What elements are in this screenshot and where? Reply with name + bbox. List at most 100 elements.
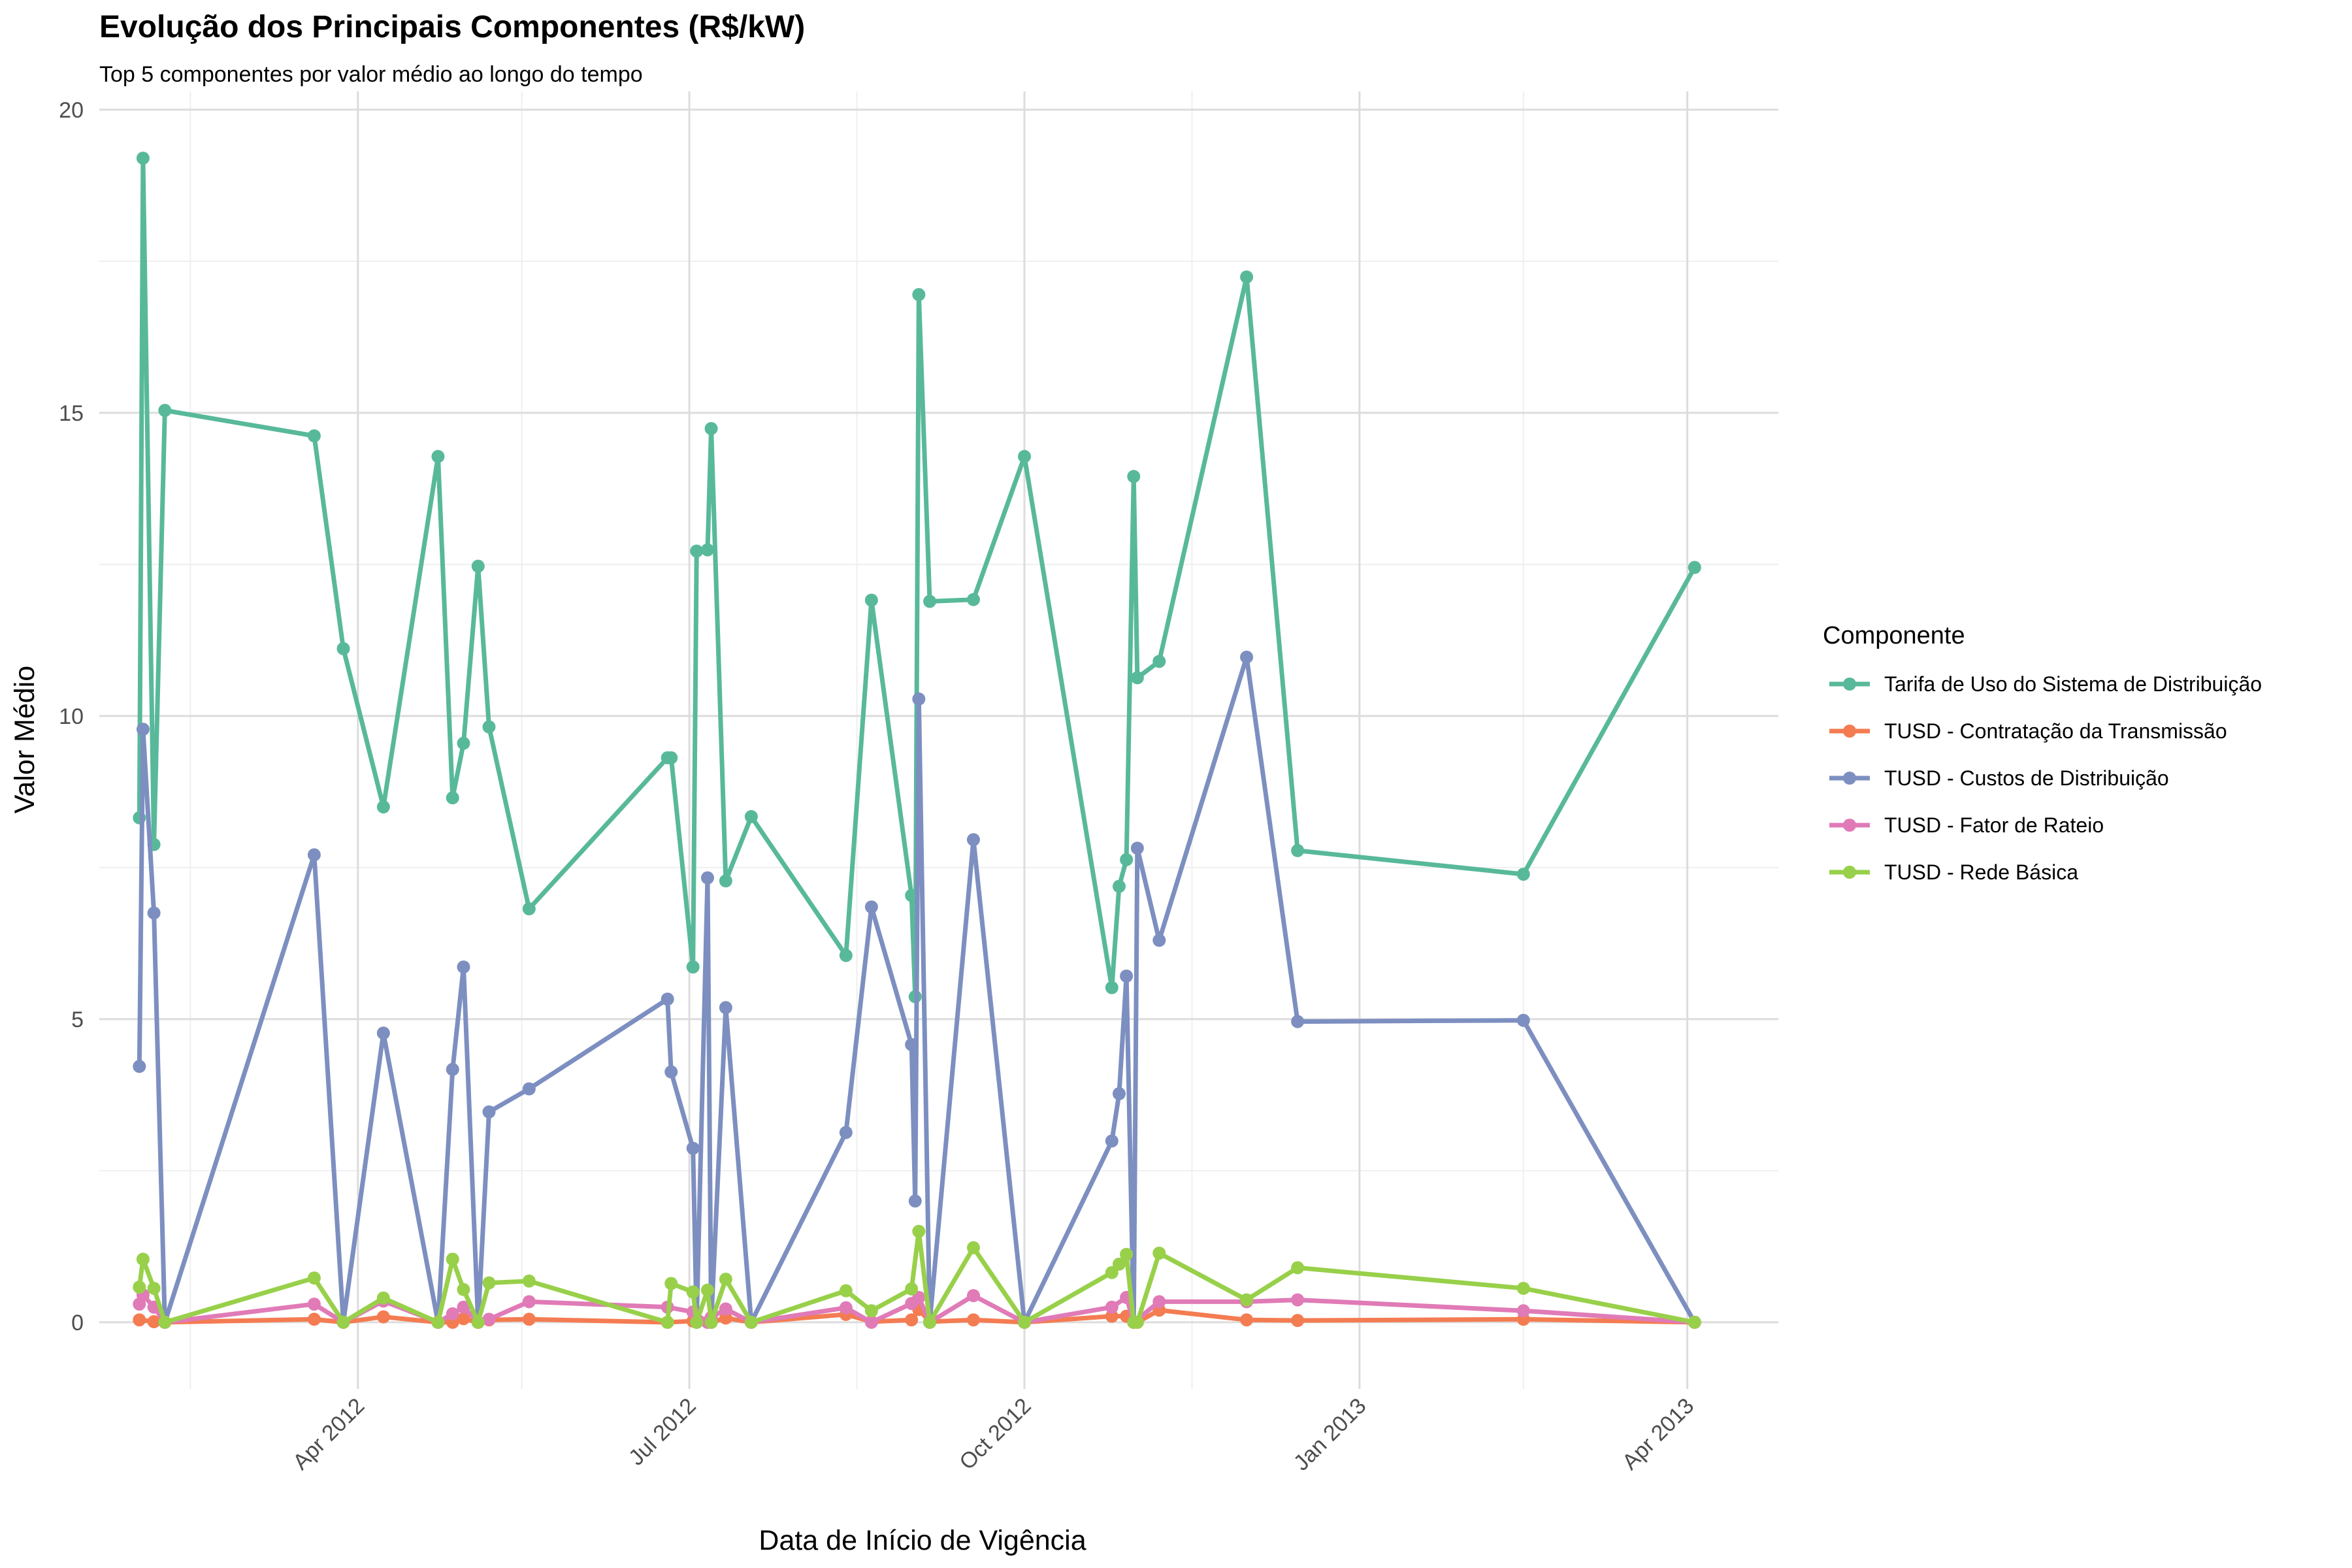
data-point — [1688, 561, 1701, 574]
x-tick-label: Jan 2013 — [1289, 1394, 1371, 1476]
data-point — [839, 1284, 853, 1298]
data-point — [1105, 1309, 1119, 1323]
data-point — [966, 593, 980, 606]
data-point — [158, 1315, 172, 1329]
data-point — [147, 1315, 161, 1328]
data-point — [686, 1285, 700, 1299]
data-point — [1112, 1087, 1126, 1101]
data-point — [307, 1313, 321, 1326]
y-tick-label: 15 — [59, 401, 84, 426]
data-point — [1516, 1281, 1530, 1295]
data-point — [661, 1315, 674, 1329]
data-point — [744, 809, 758, 823]
x-tick-label: Apr 2013 — [1618, 1394, 1699, 1475]
data-point — [1112, 1257, 1126, 1271]
axis-layer: 0 5 10 15 20 Apr 2012 Jul 2012 Oct 2012 Jan 2013… — [59, 98, 1699, 1476]
legend-item: TUSD - Contratação da Transmissão — [1829, 719, 2227, 743]
series-layer — [133, 152, 1701, 1329]
data-point — [719, 874, 732, 888]
data-point — [147, 906, 161, 920]
legend-label: TUSD - Rede Básica — [1884, 860, 2078, 884]
data-point — [864, 1304, 878, 1318]
data-point — [912, 1224, 926, 1238]
x-tick-label: Apr 2012 — [288, 1394, 369, 1475]
legend-label: TUSD - Custos de Distribuição — [1884, 766, 2169, 790]
y-tick-label: 20 — [59, 98, 84, 123]
data-point — [1105, 981, 1119, 994]
data-point — [336, 642, 350, 655]
data-point — [1240, 650, 1254, 664]
x-tick-label: Jul 2012 — [624, 1394, 701, 1471]
data-point — [446, 1307, 459, 1320]
chart-title: Evolução dos Principais Componentes (R$/… — [99, 10, 806, 44]
data-point — [700, 543, 714, 557]
data-point — [482, 1276, 496, 1290]
data-point — [522, 1295, 536, 1309]
data-point — [457, 1282, 470, 1296]
data-point — [661, 992, 674, 1006]
data-point — [1516, 868, 1530, 881]
x-axis-title: Data de Início de Vigência — [759, 1525, 1086, 1556]
data-point — [864, 900, 878, 914]
legend-item: TUSD - Fator de Rateio — [1829, 813, 2104, 837]
data-point — [376, 1291, 390, 1305]
data-point — [1018, 1315, 1032, 1329]
data-point — [522, 1082, 536, 1096]
data-point — [446, 1062, 459, 1076]
data-point — [1516, 1013, 1530, 1027]
data-point — [839, 1126, 853, 1139]
data-point — [1152, 934, 1166, 947]
data-point — [1130, 671, 1144, 685]
data-point — [719, 1311, 732, 1325]
data-point — [1120, 970, 1134, 983]
data-point — [690, 1315, 704, 1329]
data-point — [1291, 1015, 1305, 1028]
data-point — [1152, 655, 1166, 668]
data-point — [690, 544, 704, 558]
data-point — [522, 1313, 536, 1326]
data-point — [719, 1273, 732, 1286]
data-point — [1018, 449, 1032, 463]
data-point — [923, 595, 937, 608]
data-point — [133, 1060, 146, 1073]
data-point — [1130, 1315, 1144, 1329]
legend-label: Tarifa de Uso do Sistema de Distribuição — [1884, 672, 2262, 696]
x-tick-label: Oct 2012 — [955, 1394, 1036, 1475]
data-point — [664, 751, 678, 764]
data-point — [1240, 1313, 1254, 1327]
data-point — [431, 449, 445, 463]
data-point — [912, 1290, 926, 1304]
data-point — [522, 902, 536, 915]
data-point — [457, 736, 470, 750]
data-point — [1112, 879, 1126, 893]
data-point — [1120, 853, 1134, 866]
legend-key-marker — [1843, 866, 1856, 879]
data-point — [719, 1302, 732, 1316]
chart-subtitle: Top 5 componentes por valor médio ao lon… — [99, 62, 643, 87]
data-point — [307, 848, 321, 862]
data-point — [839, 1301, 853, 1315]
data-point — [1240, 270, 1254, 284]
grid-layer — [99, 91, 1778, 1389]
y-tick-label: 0 — [71, 1311, 84, 1335]
data-point — [664, 1065, 678, 1079]
data-point — [376, 1026, 390, 1040]
data-point — [457, 1300, 470, 1314]
data-point — [966, 1313, 980, 1327]
legend-key-marker — [1843, 725, 1856, 738]
data-point — [1152, 1295, 1166, 1309]
legend-title: Componente — [1823, 622, 1965, 649]
data-point — [905, 889, 919, 902]
data-point — [719, 1001, 732, 1015]
data-point — [1130, 841, 1144, 855]
legend-item: TUSD - Custos de Distribuição — [1829, 766, 2169, 790]
y-axis-title: Valor Médio — [9, 666, 41, 813]
legend-item: TUSD - Rede Básica — [1829, 860, 2078, 884]
data-point — [1105, 1134, 1119, 1148]
legend-key-marker — [1843, 772, 1856, 785]
legend-label: TUSD - Fator de Rateio — [1884, 813, 2104, 837]
data-point — [1291, 1293, 1305, 1307]
data-point — [1152, 1247, 1166, 1260]
data-point — [966, 1289, 980, 1303]
data-point — [147, 1281, 161, 1295]
